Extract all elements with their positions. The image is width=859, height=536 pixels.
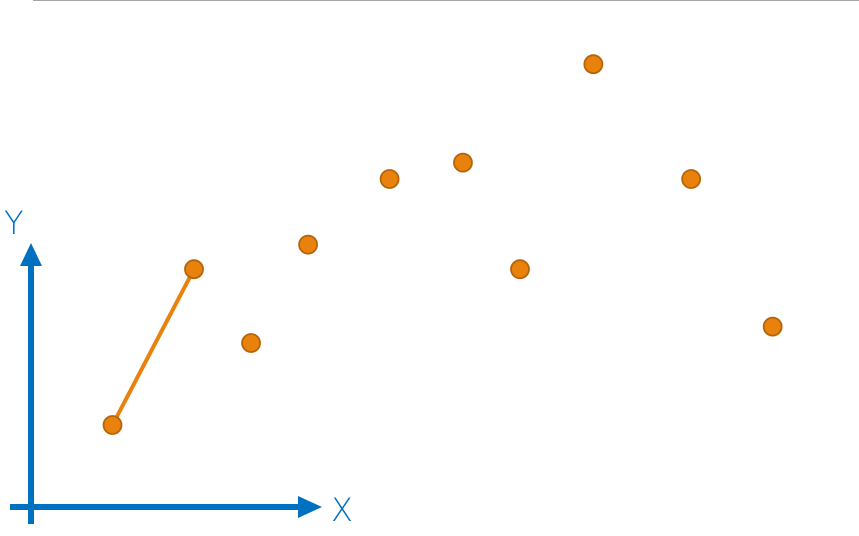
axes — [10, 243, 322, 524]
data-point-1 — [102, 415, 123, 435]
y-axis-arrowhead — [20, 243, 42, 266]
data-point-9 — [681, 169, 702, 189]
data-points — [102, 54, 783, 435]
x-axis-arrowhead — [298, 496, 322, 518]
data-point-8 — [583, 54, 604, 75]
segments — [110, 267, 196, 427]
connecting-segment — [110, 267, 196, 427]
data-point-6 — [453, 152, 473, 173]
data-point-2 — [184, 259, 204, 280]
y-axis-label: Y — [4, 204, 24, 242]
data-point-7 — [510, 259, 530, 280]
data-point-3 — [241, 333, 261, 353]
x-axis-label: X — [331, 491, 353, 529]
data-point-4 — [298, 234, 319, 255]
data-point-10 — [762, 316, 783, 337]
data-point-5 — [379, 169, 400, 189]
